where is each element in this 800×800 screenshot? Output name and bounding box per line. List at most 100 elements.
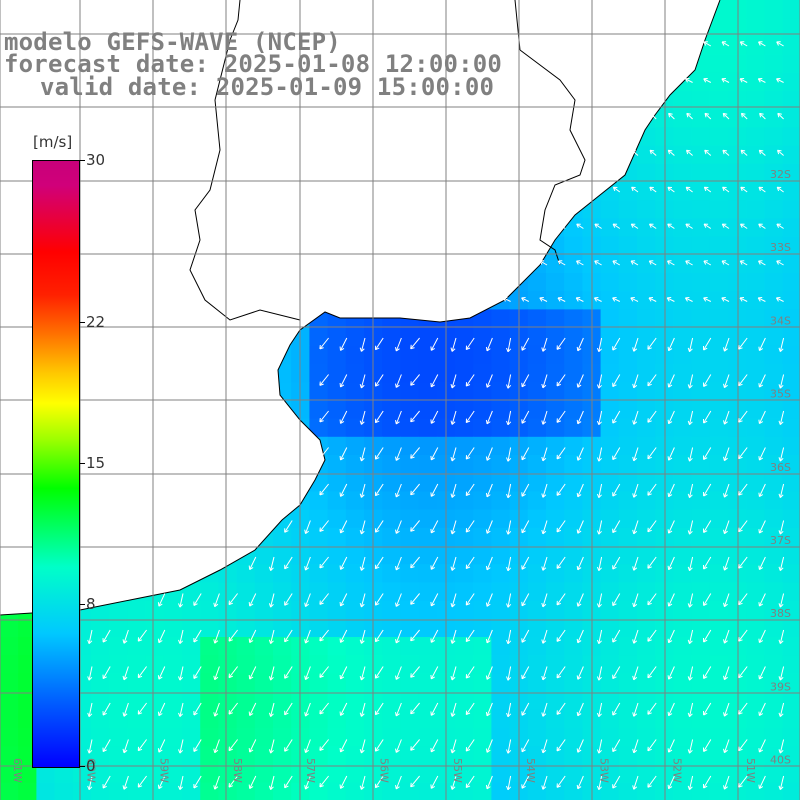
wind-cell <box>527 436 547 456</box>
wind-cell <box>527 637 547 656</box>
wind-cell <box>473 400 492 420</box>
wind-cell <box>637 618 656 638</box>
wind-cell <box>637 455 656 474</box>
wind-arrow <box>284 520 293 533</box>
wind-arrow <box>465 520 475 533</box>
wind-cell <box>564 473 583 492</box>
wind-cell <box>600 455 620 474</box>
wind-arrow <box>596 739 603 754</box>
wind-cell <box>637 273 656 292</box>
wind-arrow <box>556 629 566 642</box>
wind-cell <box>546 637 565 656</box>
wind-cell <box>527 455 547 474</box>
wind-cell <box>546 309 565 329</box>
wind-cell <box>418 400 438 420</box>
wind-cell <box>455 364 474 383</box>
wind-arrow <box>739 78 748 83</box>
wind-cell <box>637 564 656 583</box>
wind-cell <box>709 400 729 420</box>
wind-cell <box>0 746 19 765</box>
land-mask <box>0 0 721 616</box>
wind-cell <box>473 582 492 602</box>
wind-cell <box>709 473 729 492</box>
wind-arrow <box>703 297 712 302</box>
wind-cell <box>764 782 784 800</box>
wind-cell <box>546 455 565 474</box>
wind-cell <box>455 509 474 529</box>
wind-arrow <box>541 775 548 790</box>
wind-cell <box>455 691 474 711</box>
wind-cell <box>691 582 711 602</box>
wind-cell <box>0 709 19 729</box>
wind-cell <box>618 345 638 365</box>
wind-arrow <box>630 297 639 302</box>
wind-arrow <box>465 775 475 789</box>
wind-arrow <box>738 775 748 788</box>
wind-cell <box>455 527 474 547</box>
wind-cell <box>709 273 729 292</box>
wind-cell <box>782 764 800 784</box>
wind-arrow <box>102 702 111 716</box>
wind-arrow <box>430 775 439 789</box>
wind-arrow <box>596 374 603 389</box>
wind-cell <box>618 218 638 238</box>
wind-cell <box>728 764 747 784</box>
wind-arrow <box>304 556 311 571</box>
wind-arrow <box>248 629 257 644</box>
wind-arrow <box>576 702 584 717</box>
wind-arrow <box>395 666 402 680</box>
wind-arrow <box>667 702 675 717</box>
wind-arrow <box>375 593 384 606</box>
wind-cell <box>127 637 147 656</box>
wind-cell <box>764 91 784 110</box>
wind-cell <box>564 527 583 547</box>
wind-arrow <box>556 666 566 679</box>
wind-cell <box>691 254 711 274</box>
wind-cell <box>182 764 201 784</box>
wind-arrow <box>738 739 748 752</box>
wind-cell <box>345 782 365 800</box>
wind-cell <box>382 473 401 492</box>
wind-arrow <box>556 556 566 569</box>
wind-arrow <box>632 410 639 425</box>
wind-cell <box>673 182 693 201</box>
wind-arrow <box>667 374 675 388</box>
wind-cell <box>236 582 256 602</box>
wind-cell <box>764 455 784 474</box>
wind-cell <box>637 236 656 256</box>
wind-arrow <box>667 520 675 534</box>
wind-cell <box>782 546 800 565</box>
wind-cell <box>746 254 765 274</box>
wind-arrow <box>410 629 420 642</box>
wind-cell <box>673 200 693 219</box>
wind-cell <box>491 345 511 365</box>
wind-cell <box>673 582 693 602</box>
wind-cell <box>546 673 565 693</box>
wind-cell <box>746 600 765 620</box>
wind-arrow <box>647 775 657 788</box>
wind-cell <box>400 764 420 784</box>
wind-cell <box>0 655 19 674</box>
wind-arrow <box>723 520 730 535</box>
wind-cell <box>345 455 365 474</box>
wind-cell <box>709 91 729 110</box>
wind-cell <box>345 400 365 420</box>
wind-arrow <box>632 374 639 389</box>
wind-cell <box>728 36 747 56</box>
wind-cell <box>564 236 583 256</box>
wind-cell <box>455 618 474 638</box>
wind-arrow <box>410 702 420 715</box>
wind-cell <box>673 309 693 329</box>
wind-cell <box>91 691 110 711</box>
wind-arrow <box>667 337 675 352</box>
wind-cell <box>309 673 329 693</box>
wind-arrow <box>740 112 748 120</box>
wind-cell <box>455 782 474 800</box>
wind-arrow <box>193 629 202 643</box>
wind-cell <box>309 527 329 547</box>
wind-arrow <box>319 483 329 496</box>
longitude-label: 59W <box>158 758 171 783</box>
wind-cell <box>600 527 620 547</box>
wind-cell <box>218 564 238 583</box>
wind-cell <box>309 691 329 711</box>
